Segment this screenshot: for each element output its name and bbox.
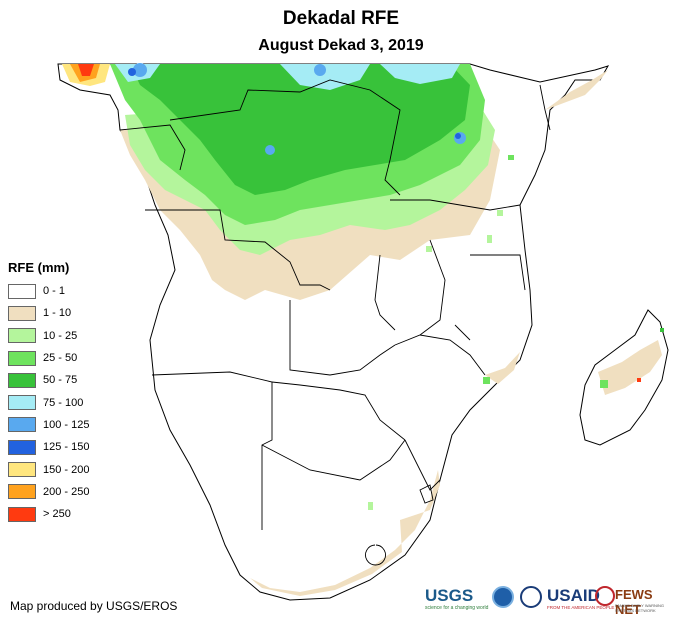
country-borders: [119, 79, 551, 566]
legend-label: 200 - 250: [43, 485, 90, 498]
legend-item: 50 - 75: [8, 369, 89, 391]
rain-speck: [637, 378, 641, 382]
rain-125-150-spot: [128, 68, 136, 76]
legend-item: > 250: [8, 503, 89, 525]
legend-label: 100 - 125: [43, 418, 90, 431]
rain-speck: [600, 380, 608, 388]
rain-over-250: [78, 64, 94, 76]
legend-items: 0 - 1 1 - 10 10 - 25 25 - 50 50 - 75 75 - 100…: [8, 280, 89, 525]
rain-speck: [368, 502, 373, 510]
legend-item: 200 - 250: [8, 481, 89, 503]
rain-100-125-spot: [133, 63, 147, 77]
rain-speck: [483, 377, 490, 384]
legend-item: 25 - 50: [8, 347, 89, 369]
usgs-tagline: science for a changing world: [425, 605, 489, 611]
legend-swatch: [8, 506, 36, 522]
legend-swatch: [8, 283, 36, 299]
legend-label: 0 - 1: [43, 285, 66, 298]
legend-swatch: [8, 462, 36, 478]
legend-label: 75 - 100: [43, 396, 84, 409]
legend-swatch: [8, 305, 36, 321]
legend-swatch: [8, 417, 36, 433]
fews-net-logo: FEWS NET: [615, 587, 653, 617]
rain-100-125-spot: [265, 145, 275, 155]
map-title: Dekadal RFE: [282, 8, 400, 29]
rain-75-100-north: [280, 64, 370, 90]
rain-speck: [660, 328, 664, 332]
rain-1-10-south: [250, 470, 440, 596]
rain-speck: [426, 246, 432, 252]
rain-speck: [508, 155, 514, 160]
rain-50-75: [130, 64, 470, 195]
agency-logos: USGS science for a changing world USAID …: [425, 583, 675, 617]
legend-label: 1 - 10: [43, 307, 72, 320]
map-legend: RFE (mm) 0 - 1 1 - 10 10 - 25 25 - 50 50 - 7…: [8, 260, 89, 525]
usaid-seal-icon: [520, 586, 542, 608]
rainfall-map: [57, 63, 669, 601]
rain-125-150-spot: [455, 133, 461, 139]
legend-swatch: [8, 372, 36, 388]
legend-swatch: [8, 439, 36, 455]
legend-item: 125 - 150: [8, 436, 89, 458]
noaa-seal-icon: [492, 586, 514, 608]
legend-item: 150 - 200: [8, 458, 89, 480]
rain-1-10-north-east: [545, 70, 608, 110]
legend-swatch: [8, 484, 36, 500]
legend-item: 1 - 10: [8, 302, 89, 324]
legend-label: 50 - 75: [43, 374, 78, 387]
legend-item: 0 - 1: [8, 280, 89, 302]
legend-item: 75 - 100: [8, 391, 89, 413]
legend-item: 10 - 25: [8, 325, 89, 347]
legend-label: 10 - 25: [43, 329, 78, 342]
rain-speck: [487, 235, 492, 243]
legend-label: 25 - 50: [43, 352, 78, 365]
rain-75-100-north-east: [380, 64, 460, 84]
legend-title: RFE (mm): [8, 260, 70, 275]
fews-net-ring-icon: [595, 586, 615, 606]
legend-item: 100 - 125: [8, 414, 89, 436]
usaid-logo: USAID: [547, 586, 600, 605]
usgs-logo: USGS: [425, 586, 474, 605]
legend-label: 125 - 150: [43, 441, 90, 454]
usaid-tagline: FROM THE AMERICAN PEOPLE: [547, 605, 615, 610]
legend-label: > 250: [43, 508, 71, 521]
fews-net-tagline: FAMINE EARLY WARNING SYSTEMS NETWORK: [615, 603, 665, 613]
legend-label: 150 - 200: [43, 463, 90, 476]
legend-swatch: [8, 395, 36, 411]
map-subtitle: August Dekad 3, 2019: [258, 37, 424, 54]
rain-speck: [497, 210, 503, 216]
legend-swatch: [8, 328, 36, 344]
legend-swatch: [8, 350, 36, 366]
rain-1-10-madagascar: [598, 340, 662, 395]
credit-text: Map produced by USGS/EROS: [10, 599, 178, 613]
rain-1-10-east-coast: [485, 352, 520, 384]
rain-100-125-spot: [314, 64, 326, 76]
